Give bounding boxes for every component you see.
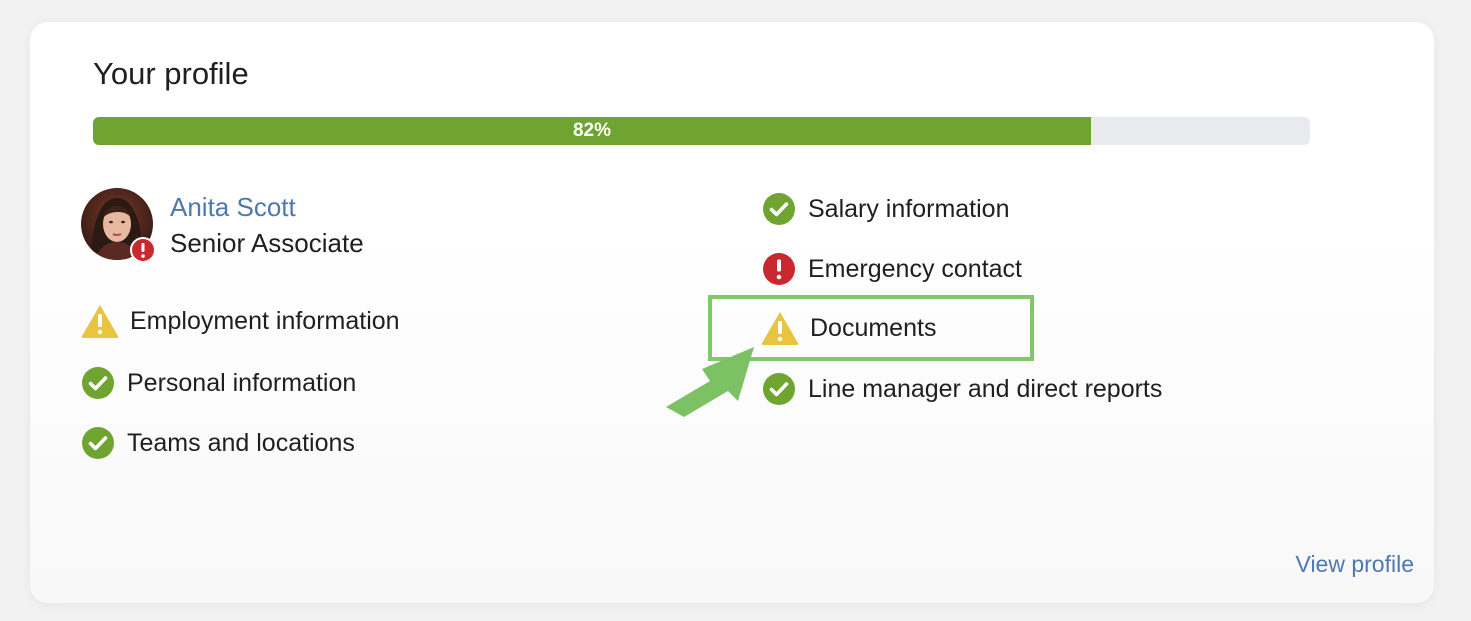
profile-progress-bar: 82% bbox=[93, 117, 1310, 145]
view-profile-link[interactable]: View profile bbox=[1295, 551, 1414, 577]
checklist-item-label: Employment information bbox=[130, 306, 400, 335]
avatar[interactable] bbox=[81, 188, 156, 263]
check-circle-icon bbox=[82, 367, 114, 399]
progress-fill: 82% bbox=[93, 117, 1091, 145]
checklist-item-label: Teams and locations bbox=[127, 428, 355, 457]
profile-card: Your profile 82% bbox=[30, 22, 1434, 603]
exclamation-circle-icon bbox=[763, 253, 795, 285]
checklist-item-personal[interactable]: Personal information bbox=[81, 366, 356, 400]
checklist-item-label: Line manager and direct reports bbox=[808, 374, 1163, 403]
checklist-item-label: Personal information bbox=[127, 368, 357, 397]
pointer-arrow-icon bbox=[666, 347, 754, 417]
check-circle-icon bbox=[82, 427, 114, 459]
progress-label: 82% bbox=[572, 120, 611, 141]
documents-highlight-box bbox=[708, 295, 1034, 361]
checklist-item-employment[interactable]: Employment information bbox=[80, 303, 400, 339]
warning-triangle-icon bbox=[81, 305, 119, 338]
user-name-link[interactable]: Anita Scott bbox=[170, 192, 296, 222]
checklist-item-salary[interactable]: Salary information bbox=[762, 192, 1009, 226]
check-circle-icon bbox=[763, 193, 795, 225]
check-circle-icon bbox=[763, 373, 795, 405]
page-title: Your profile bbox=[93, 56, 249, 91]
warning-triangle-icon bbox=[761, 312, 799, 345]
checklist-item-teams[interactable]: Teams and locations bbox=[81, 426, 355, 460]
checklist-item-emergency[interactable]: Emergency contact bbox=[762, 252, 1022, 286]
checklist-item-documents[interactable]: Documents bbox=[760, 310, 936, 346]
avatar-photo bbox=[81, 188, 153, 260]
checklist-item-line-manager[interactable]: Line manager and direct reports bbox=[762, 372, 1162, 406]
checklist-item-label: Emergency contact bbox=[808, 254, 1022, 283]
checklist-item-label: Salary information bbox=[808, 194, 1010, 223]
checklist-item-label: Documents bbox=[810, 313, 937, 342]
avatar-error-icon bbox=[130, 237, 156, 263]
user-role: Senior Associate bbox=[170, 228, 364, 258]
